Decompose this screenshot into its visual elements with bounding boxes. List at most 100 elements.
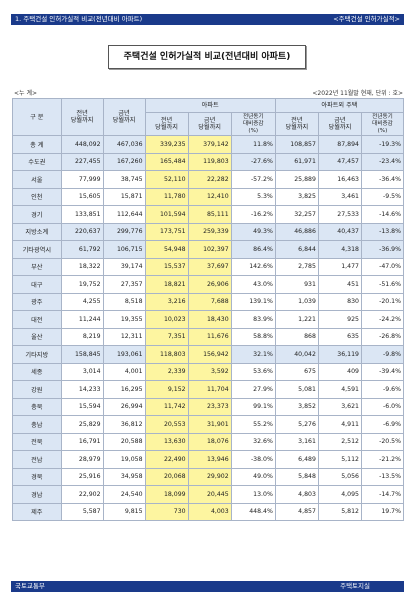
row-other-change: -20.1% bbox=[360, 292, 405, 311]
row-apt-curr: 18,430 bbox=[187, 310, 232, 329]
row-other-prev: 5,081 bbox=[274, 380, 319, 399]
row-curr-total: 106,715 bbox=[102, 240, 146, 259]
row-apt-prev: 10,023 bbox=[144, 310, 189, 329]
row-apt-change: 27.9% bbox=[230, 380, 276, 399]
row-other-prev: 1,039 bbox=[274, 292, 319, 311]
row-apt-curr: 3,592 bbox=[187, 362, 232, 381]
row-apt-curr: 13,946 bbox=[187, 450, 232, 469]
row-apt-curr: 22,282 bbox=[187, 170, 232, 189]
row-apt-change: 32.6% bbox=[230, 432, 276, 451]
table-row: 서울 77,999 38,745 52,110 22,282 -57.2% 25,889 16… bbox=[12, 170, 405, 189]
row-prev-total: 18,322 bbox=[60, 257, 104, 276]
row-other-prev: 5,848 bbox=[274, 467, 319, 486]
row-other-curr: 4,318 bbox=[317, 240, 362, 259]
row-apt-prev: 54,948 bbox=[144, 240, 189, 259]
row-other-prev: 2,785 bbox=[274, 257, 319, 276]
row-curr-total: 167,260 bbox=[102, 152, 146, 171]
row-other-change: -14.7% bbox=[360, 485, 405, 504]
row-other-change: -6.0% bbox=[360, 397, 405, 416]
row-other-change: -36.4% bbox=[360, 170, 405, 189]
footer-ministry: 국토교통부 bbox=[15, 582, 45, 590]
row-other-curr: 5,112 bbox=[317, 450, 362, 469]
row-other-change: -9.8% bbox=[360, 345, 405, 364]
row-other-prev: 61,971 bbox=[274, 152, 319, 171]
col-apt-prev: 전년 당월까지 bbox=[144, 112, 189, 136]
row-curr-total: 8,518 bbox=[102, 292, 146, 311]
row-prev-total: 19,752 bbox=[60, 275, 104, 294]
row-other-prev: 6,489 bbox=[274, 450, 319, 469]
row-other-curr: 2,512 bbox=[317, 432, 362, 451]
row-other-change: -36.9% bbox=[360, 240, 405, 259]
row-apt-prev: 173,751 bbox=[144, 222, 189, 241]
row-curr-total: 26,994 bbox=[102, 397, 146, 416]
row-other-curr: 451 bbox=[317, 275, 362, 294]
row-other-change: -13.8% bbox=[360, 222, 405, 241]
col-other-prev: 전년 당월까지 bbox=[274, 112, 319, 136]
row-curr-total: 4,001 bbox=[102, 362, 146, 381]
row-apt-change: 32.1% bbox=[230, 345, 276, 364]
table-row: 지방소계 220,637 299,776 173,751 259,339 49.3% 46,… bbox=[12, 222, 405, 241]
row-other-curr: 40,437 bbox=[317, 222, 362, 241]
row-apt-prev: 20,553 bbox=[144, 415, 189, 434]
row-prev-total: 14,233 bbox=[60, 380, 104, 399]
col-other-change: 전년동기 대비증감 (%) bbox=[360, 112, 405, 136]
row-other-prev: 25,889 bbox=[274, 170, 319, 189]
row-region: 수도권 bbox=[12, 152, 62, 171]
row-prev-total: 61,792 bbox=[60, 240, 104, 259]
row-other-prev: 4,857 bbox=[274, 502, 319, 521]
row-apt-prev: 339,235 bbox=[144, 135, 189, 154]
row-other-prev: 868 bbox=[274, 327, 319, 346]
row-apt-curr: 259,339 bbox=[187, 222, 232, 241]
row-prev-total: 3,014 bbox=[60, 362, 104, 381]
row-other-prev: 3,825 bbox=[274, 187, 319, 206]
row-region: 서울 bbox=[12, 170, 62, 189]
row-curr-total: 27,357 bbox=[102, 275, 146, 294]
row-apt-change: 43.0% bbox=[230, 275, 276, 294]
row-curr-total: 467,036 bbox=[102, 135, 146, 154]
row-other-curr: 36,119 bbox=[317, 345, 362, 364]
row-other-change: -24.2% bbox=[360, 310, 405, 329]
col-prev-total: 전년 당월까지 bbox=[60, 98, 104, 136]
row-other-prev: 931 bbox=[274, 275, 319, 294]
row-apt-curr: 11,704 bbox=[187, 380, 232, 399]
col-other-housing-group: 아파트외 주택 bbox=[274, 98, 405, 113]
row-apt-curr: 12,410 bbox=[187, 187, 232, 206]
row-apt-change: 99.1% bbox=[230, 397, 276, 416]
row-apt-curr: 11,676 bbox=[187, 327, 232, 346]
row-apt-prev: 11,780 bbox=[144, 187, 189, 206]
row-region: 경남 bbox=[12, 485, 62, 504]
row-apt-change: -27.6% bbox=[230, 152, 276, 171]
row-region: 충남 bbox=[12, 415, 62, 434]
row-apt-prev: 52,110 bbox=[144, 170, 189, 189]
row-apt-change: 448.4% bbox=[230, 502, 276, 521]
row-other-prev: 108,857 bbox=[274, 135, 319, 154]
row-other-change: -20.5% bbox=[360, 432, 405, 451]
col-apt-curr: 금년 당월까지 bbox=[187, 112, 232, 136]
row-curr-total: 16,295 bbox=[102, 380, 146, 399]
row-apt-prev: 18,099 bbox=[144, 485, 189, 504]
row-other-prev: 46,886 bbox=[274, 222, 319, 241]
row-apt-curr: 23,373 bbox=[187, 397, 232, 416]
row-curr-total: 193,061 bbox=[102, 345, 146, 364]
row-region: 기타지방 bbox=[12, 345, 62, 364]
table-row: 광주 4,255 8,518 3,216 7,688 139.1% 1,039 830 -20.… bbox=[12, 292, 405, 311]
row-region: 인천 bbox=[12, 187, 62, 206]
row-curr-total: 15,871 bbox=[102, 187, 146, 206]
table-row: 기타지방 158,845 193,061 118,803 156,942 32.1% 40,… bbox=[12, 345, 405, 364]
row-region: 충북 bbox=[12, 397, 62, 416]
row-other-prev: 40,042 bbox=[274, 345, 319, 364]
row-prev-total: 448,092 bbox=[60, 135, 104, 154]
row-prev-total: 25,916 bbox=[60, 467, 104, 486]
row-other-prev: 1,221 bbox=[274, 310, 319, 329]
table-row: 수도권 227,455 167,260 165,484 119,803 -27.6% 61,… bbox=[12, 152, 405, 171]
row-region: 대구 bbox=[12, 275, 62, 294]
row-curr-total: 24,540 bbox=[102, 485, 146, 504]
row-apt-curr: 7,688 bbox=[187, 292, 232, 311]
row-other-curr: 16,463 bbox=[317, 170, 362, 189]
row-region: 대전 bbox=[12, 310, 62, 329]
row-curr-total: 36,812 bbox=[102, 415, 146, 434]
row-apt-prev: 2,339 bbox=[144, 362, 189, 381]
row-other-curr: 635 bbox=[317, 327, 362, 346]
row-region: 경북 bbox=[12, 467, 62, 486]
row-apt-prev: 118,803 bbox=[144, 345, 189, 364]
